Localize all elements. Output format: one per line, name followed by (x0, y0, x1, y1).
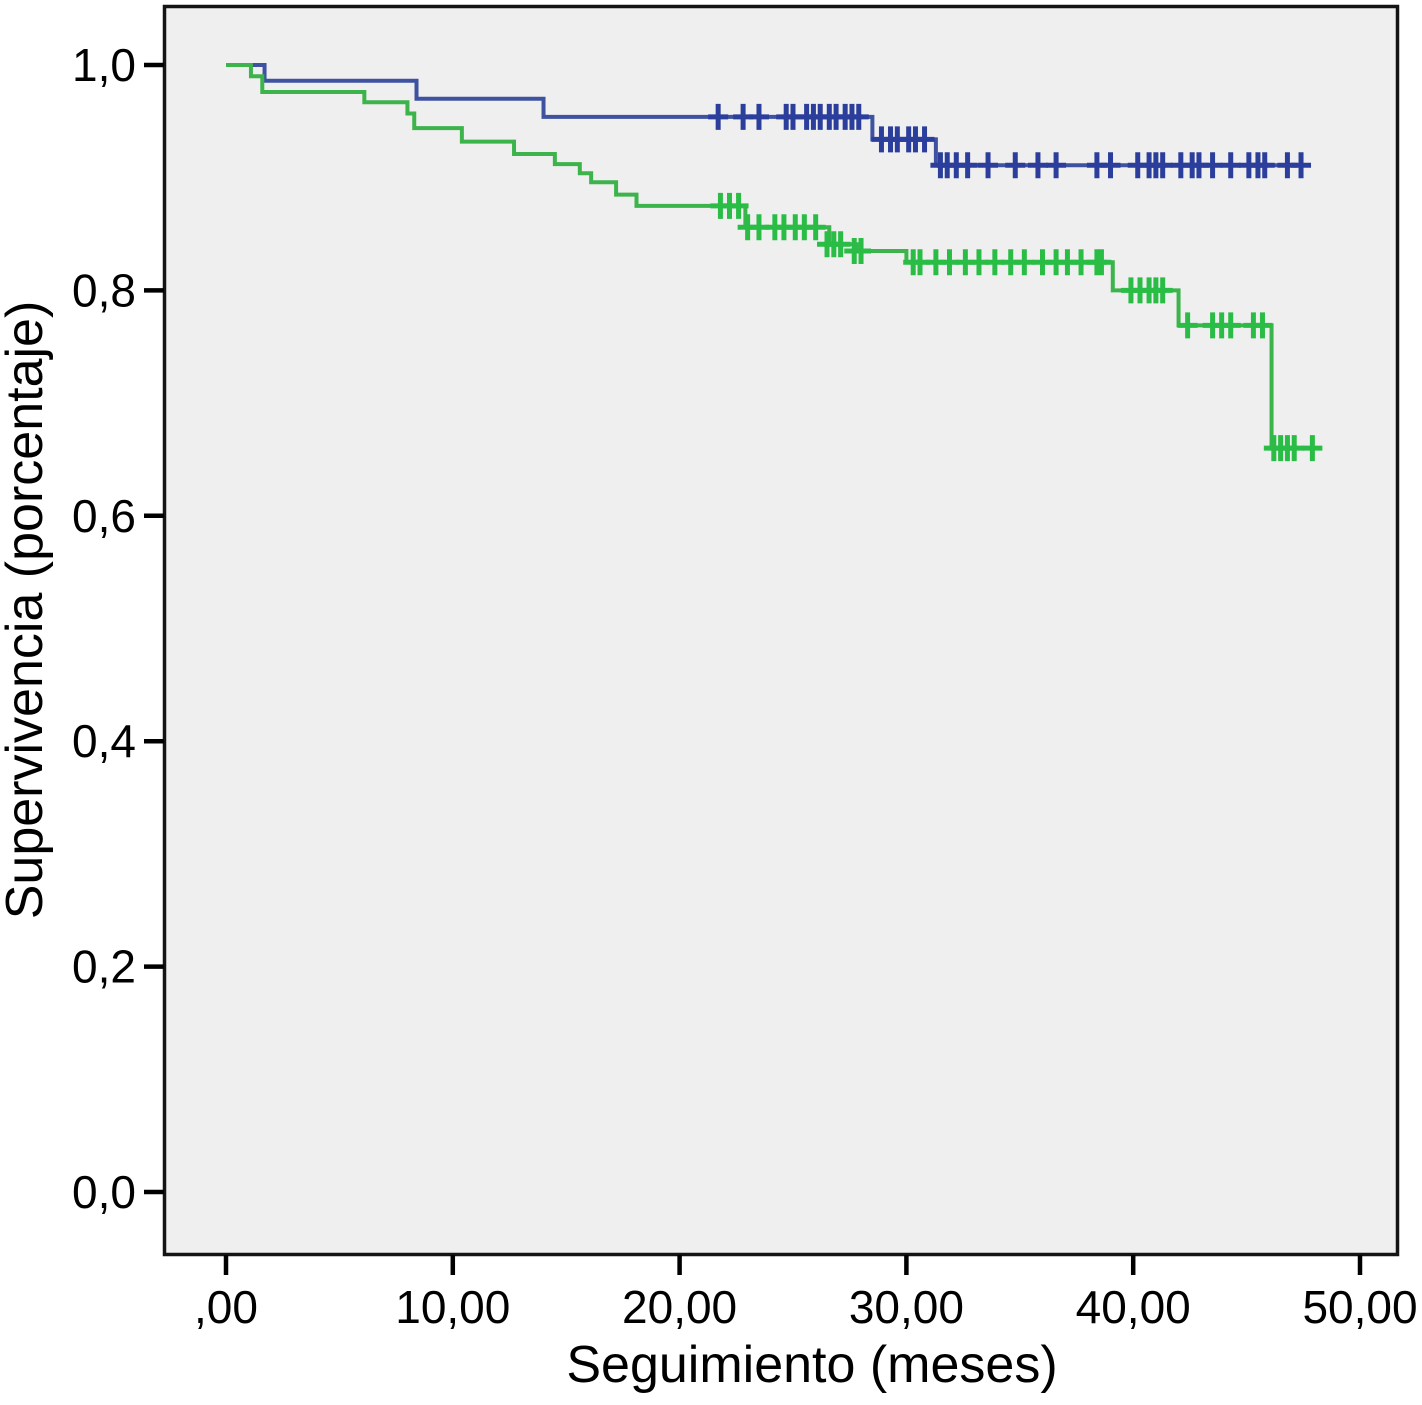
censor-plus-mark (914, 126, 935, 153)
censor-plus-mark (1046, 152, 1067, 179)
y-axis-ticks (144, 62, 164, 1195)
censor-plus-mark (748, 103, 769, 130)
x-axis-tick-labels: ,00 10,00 20,00 30,00 40,00 50,00 (194, 1281, 1418, 1333)
x-tick-label: ,00 (194, 1281, 258, 1333)
y-tick-label: 0,6 (72, 490, 136, 542)
censor-plus-mark (1014, 249, 1035, 276)
censor-plus-mark (978, 152, 999, 179)
censor-plus-mark (830, 231, 851, 258)
censor-plus-mark (1005, 152, 1026, 179)
censor-plus-mark (1254, 152, 1275, 179)
censor-plus-mark (1252, 312, 1273, 339)
x-tick-label: 40,00 (1076, 1281, 1191, 1333)
censor-marks-blue-curve (708, 103, 1312, 179)
y-tick-label: 1,0 (72, 39, 136, 91)
y-axis-tick-labels: 0,0 0,2 0,4 0,6 0,8 1,0 (72, 39, 136, 1218)
y-tick-label: 0,8 (72, 264, 136, 316)
censor-plus-mark (1291, 152, 1312, 179)
censor-plus-mark (1202, 152, 1223, 179)
censor-plus-mark (1152, 152, 1173, 179)
censor-plus-mark (1091, 249, 1112, 276)
x-tick-label: 50,00 (1302, 1281, 1417, 1333)
censor-plus-mark (1220, 152, 1241, 179)
survival-curve-blue-curve (226, 63, 1312, 179)
censor-plus-mark (1220, 312, 1241, 339)
censor-plus-mark (708, 103, 729, 130)
censor-plus-mark (805, 214, 826, 241)
censor-plus-mark (1177, 312, 1198, 339)
survival-curves-layer (226, 63, 1323, 462)
censor-plus-mark (1284, 435, 1305, 462)
y-tick-label: 0,0 (72, 1166, 136, 1218)
y-tick-label: 0,2 (72, 941, 136, 993)
step-line-blue-curve (226, 63, 1308, 168)
censor-plus-mark (848, 103, 869, 130)
censor-plus-mark (1152, 277, 1173, 304)
x-tick-label: 10,00 (395, 1281, 510, 1333)
censor-plus-mark (957, 152, 978, 179)
x-axis-title: Seguimiento (meses) (566, 1336, 1057, 1394)
plot-area (162, 4, 1400, 1257)
censor-plus-mark (851, 237, 872, 264)
censor-marks-green-curve (710, 192, 1323, 462)
censor-plus-mark (728, 192, 749, 219)
censor-plus-mark (1100, 152, 1121, 179)
censor-plus-mark (1027, 152, 1048, 179)
y-tick-label: 0,4 (72, 715, 136, 767)
x-tick-label: 30,00 (849, 1281, 964, 1333)
y-axis-title: Supervivencia (porcentaje) (0, 301, 54, 920)
censor-plus-mark (1302, 435, 1323, 462)
x-axis-ticks (223, 1255, 1363, 1275)
x-tick-label: 20,00 (622, 1281, 737, 1333)
survival-curve-green-curve (226, 63, 1323, 462)
